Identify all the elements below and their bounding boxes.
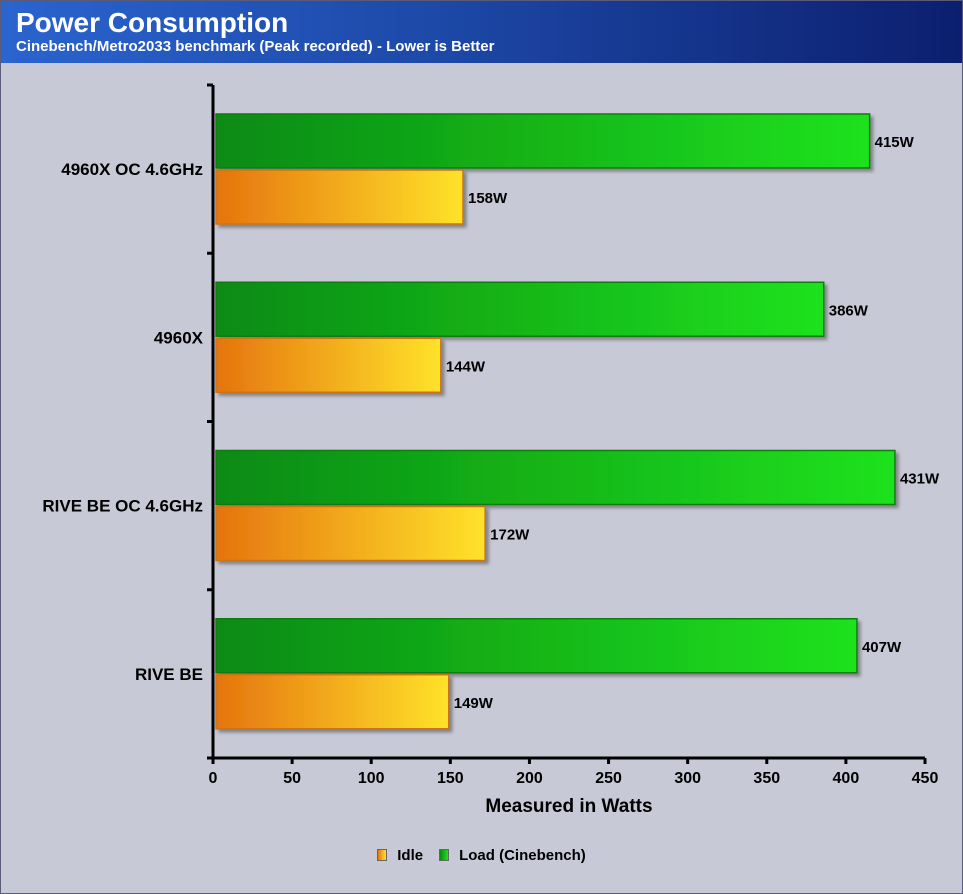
x-tick-label: 400	[833, 770, 860, 787]
bar-load-rive-be-oc-4-6ghz	[215, 449, 896, 506]
legend-item-idle: Idle	[377, 847, 423, 864]
data-label-load-rive-be: 407W	[862, 639, 902, 656]
legend-label-idle: Idle	[397, 846, 424, 864]
bar-load-4960x-oc-4-6ghz	[215, 113, 871, 169]
x-tick-label: 450	[912, 770, 939, 787]
y-tick-label-rive-be: RIVE BE	[135, 665, 203, 684]
x-tick-label: 150	[437, 770, 464, 787]
chart-header: Power Consumption Cinebench/Metro2033 be…	[1, 1, 962, 63]
chart-legend: Idle Load (Cinebench)	[1, 844, 962, 866]
bar-load-4960x	[215, 281, 825, 337]
bar-idle-4960x-oc-4-6ghz	[215, 169, 464, 225]
x-axis-title: Measured in Watts	[485, 796, 652, 817]
chart-subtitle: Cinebench/Metro2033 benchmark (Peak reco…	[16, 38, 495, 55]
data-label-idle-4960x: 144W	[446, 358, 486, 375]
y-tick-label-4960x: 4960X	[154, 328, 204, 347]
chart-title: Power Consumption	[16, 7, 289, 38]
x-tick-label: 300	[674, 770, 701, 787]
data-label-idle-4960x-oc-4-6ghz: 158W	[468, 190, 508, 207]
data-label-idle-rive-be-oc-4-6ghz: 172W	[490, 527, 530, 544]
bar-idle-4960x	[215, 337, 442, 393]
x-tick-label: 200	[516, 770, 543, 787]
bar-load-rive-be	[215, 618, 858, 674]
bar-idle-rive-be	[215, 674, 450, 730]
data-label-load-rive-be-oc-4-6ghz: 431W	[900, 471, 940, 488]
legend-swatch-idle	[377, 849, 388, 861]
legend-swatch-load	[439, 849, 450, 861]
y-tick-label-rive-be-oc-4-6ghz: RIVE BE OC 4.6GHz	[42, 497, 203, 516]
bar-idle-rive-be-oc-4-6ghz	[215, 505, 486, 562]
legend-item-load: Load (Cinebench)	[439, 847, 586, 864]
legend-label-load: Load (Cinebench)	[459, 846, 586, 864]
data-label-idle-rive-be: 149W	[454, 695, 494, 712]
y-tick-label-4960x-oc-4-6ghz: 4960X OC 4.6GHz	[61, 160, 203, 179]
data-label-load-4960x-oc-4-6ghz: 415W	[875, 134, 915, 151]
x-tick-label: 250	[595, 770, 622, 787]
x-tick-label: 350	[753, 770, 780, 787]
x-tick-label: 100	[358, 770, 385, 787]
data-label-load-4960x: 386W	[829, 302, 869, 319]
x-tick-label: 0	[209, 770, 218, 787]
x-tick-label: 50	[283, 770, 301, 787]
